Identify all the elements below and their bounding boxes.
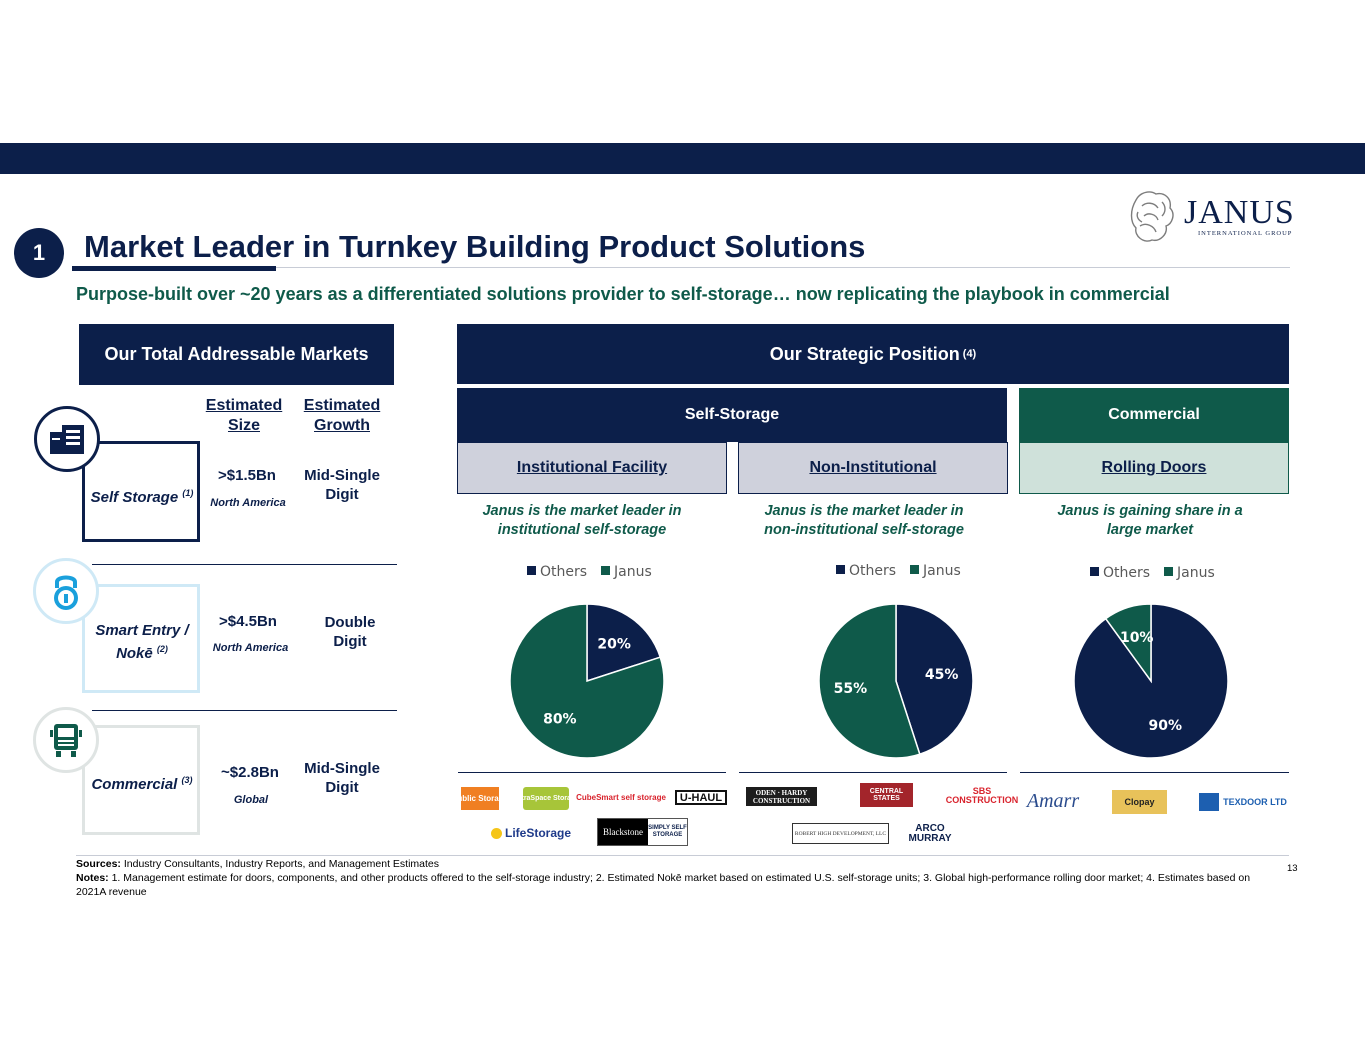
- pie-data-label: 80%: [543, 711, 577, 727]
- padlock-icon: [54, 575, 78, 610]
- tam-divider: [92, 710, 397, 711]
- sources-line: Sources: Industry Consultants, Industry …: [76, 858, 440, 870]
- tam-size-value: >$1.5Bn: [218, 467, 276, 484]
- pie-data-label: 45%: [925, 667, 959, 683]
- estimated-size-heading: Estimated Size: [205, 397, 283, 434]
- self-storage-header: Self-Storage: [457, 388, 1007, 442]
- top-banner: [0, 143, 1365, 174]
- pie-chart-institutional: 20% 80%: [509, 603, 665, 759]
- tam-size-region: Global: [233, 794, 269, 806]
- brand-divider: [458, 772, 726, 773]
- tam-segment-label: Smart Entry / Nokē (2): [95, 622, 189, 662]
- brand-divider: [739, 772, 1007, 773]
- estimated-growth-heading: Estimated Growth: [303, 397, 381, 434]
- tam-segment-label: Commercial (3): [91, 775, 193, 793]
- tam-divider: [92, 564, 397, 565]
- strategic-position-header: Our Strategic Position (4): [457, 324, 1289, 384]
- title-rule: [276, 267, 1290, 268]
- chart-legend: Others Janus: [527, 564, 652, 580]
- tam-segment-icon-wrap: [33, 558, 99, 624]
- pie-slice-janus: [509, 603, 665, 759]
- texdoor-mark-icon: [1199, 793, 1220, 811]
- brand-logo-public-storage: Public Storage: [452, 787, 508, 810]
- building-icon: [50, 425, 84, 454]
- brand-logo-robert-high: ROBERT HIGH DEVELOPMENT, LLC: [792, 823, 889, 844]
- tam-size-value: ~$2.8Bn: [221, 764, 279, 781]
- tam-segment-box: [82, 441, 200, 542]
- title-underline: [72, 266, 276, 271]
- section-number-badge: 1: [14, 228, 64, 278]
- legend-item-others: Others: [1090, 565, 1150, 581]
- pie-data-label: 55%: [834, 681, 868, 697]
- tam-growth-value: Mid-Single Digit: [304, 760, 380, 796]
- brand-divider: [1020, 772, 1289, 773]
- brand-logo-clopay: Clopay: [1112, 790, 1167, 814]
- brand-logo-life-storage: LifeStorage: [489, 825, 573, 841]
- tab-institutional-facility: Institutional Facility: [457, 442, 727, 494]
- strategy-blurb: Janus is the market leader in institutio…: [482, 503, 682, 538]
- pie-data-label: 20%: [597, 637, 631, 653]
- strategy-blurb: Janus is gaining share in a large market: [1057, 503, 1243, 538]
- footnotes: Sources: Industry Consultants, Industry …: [76, 857, 1256, 899]
- brand-logo-blackstone: Blackstone: [598, 819, 648, 845]
- brand-logo-simply: SIMPLY SELF STORAGE: [648, 825, 687, 838]
- tam-header: Our Total Addressable Markets: [79, 324, 394, 385]
- chart-legend: Others Janus: [1090, 565, 1215, 581]
- tab-non-institutional: Non-Institutional: [738, 442, 1008, 494]
- tam-segment-label: Self Storage (1): [90, 488, 194, 506]
- legend-item-janus: Janus: [910, 563, 961, 579]
- pie-slice-others: [895, 603, 974, 756]
- brand-logo-group: Blackstone SIMPLY SELF STORAGE: [597, 818, 688, 846]
- tam-growth-value: Double Digit: [324, 614, 376, 650]
- footer-rule: [76, 855, 1289, 856]
- brand-logo-oden-hardy: ODEN · HARDY CONSTRUCTION: [746, 787, 817, 806]
- pie-data-label: 90%: [1149, 718, 1183, 734]
- janus-logo: JANUS INTERNATIONAL GROUP: [1126, 188, 1296, 248]
- pie-slice-others: [586, 603, 662, 683]
- brand-logo-sbs: SBS CONSTRUCTION: [945, 786, 1019, 805]
- commercial-header: Commercial: [1019, 388, 1289, 442]
- logo-tagline: INTERNATIONAL GROUP: [1198, 230, 1293, 237]
- legend-item-janus: Janus: [601, 564, 652, 580]
- pie-chart-rolling-doors: 90% 10%: [1073, 603, 1229, 759]
- tam-growth-value: Mid-Single Digit: [304, 467, 380, 503]
- brand-logo-extra-space: ExtraSpace Storage: [513, 787, 579, 810]
- tam-size-value: >$4.5Bn: [219, 613, 277, 630]
- page-subtitle: Purpose-built over ~20 years as a differ…: [76, 284, 1170, 304]
- brand-logo-amarr: Amarr: [1026, 789, 1080, 812]
- truck-icon: [50, 724, 82, 757]
- pie-slice-janus: [818, 603, 921, 759]
- tab-rolling-doors: Rolling Doors: [1019, 442, 1289, 494]
- tam-segment-box: [82, 584, 200, 693]
- legend-item-others: Others: [836, 563, 896, 579]
- brand-logo-texdoor: TEXDOOR LTD: [1198, 790, 1288, 814]
- notes-line: Notes: 1. Management estimate for doors,…: [76, 872, 1251, 898]
- tam-segment-icon-wrap: [33, 707, 99, 773]
- pie-slice-janus: [1104, 603, 1152, 684]
- lion-crest-icon: [1130, 191, 1174, 242]
- legend-item-others: Others: [527, 564, 587, 580]
- pie-chart-non-institutional: 45% 55%: [818, 603, 974, 759]
- life-storage-mark-icon: [490, 827, 502, 839]
- chart-legend: Others Janus: [836, 563, 961, 579]
- tam-size-region: North America: [212, 642, 289, 654]
- page-number: 13: [1287, 863, 1298, 874]
- brand-logo-uhaul: U-HAUL: [675, 790, 727, 805]
- logo-wordmark: JANUS: [1184, 194, 1295, 231]
- tam-size-region: North America: [210, 497, 286, 509]
- pie-data-label: 10%: [1120, 630, 1154, 646]
- strategy-blurb: Janus is the market leader in non-instit…: [764, 503, 964, 538]
- tam-segment-box: [82, 725, 200, 835]
- tam-segment-icon-wrap: [34, 406, 100, 472]
- brand-logo-cubesmart: CubeSmart self storage: [576, 793, 666, 802]
- brand-logo-central-states: CENTRAL STATES: [860, 783, 913, 807]
- legend-item-janus: Janus: [1164, 565, 1215, 581]
- page-title: Market Leader in Turnkey Building Produc…: [84, 229, 866, 264]
- brand-logo-arco-murray: ARCO MURRAY: [908, 823, 952, 844]
